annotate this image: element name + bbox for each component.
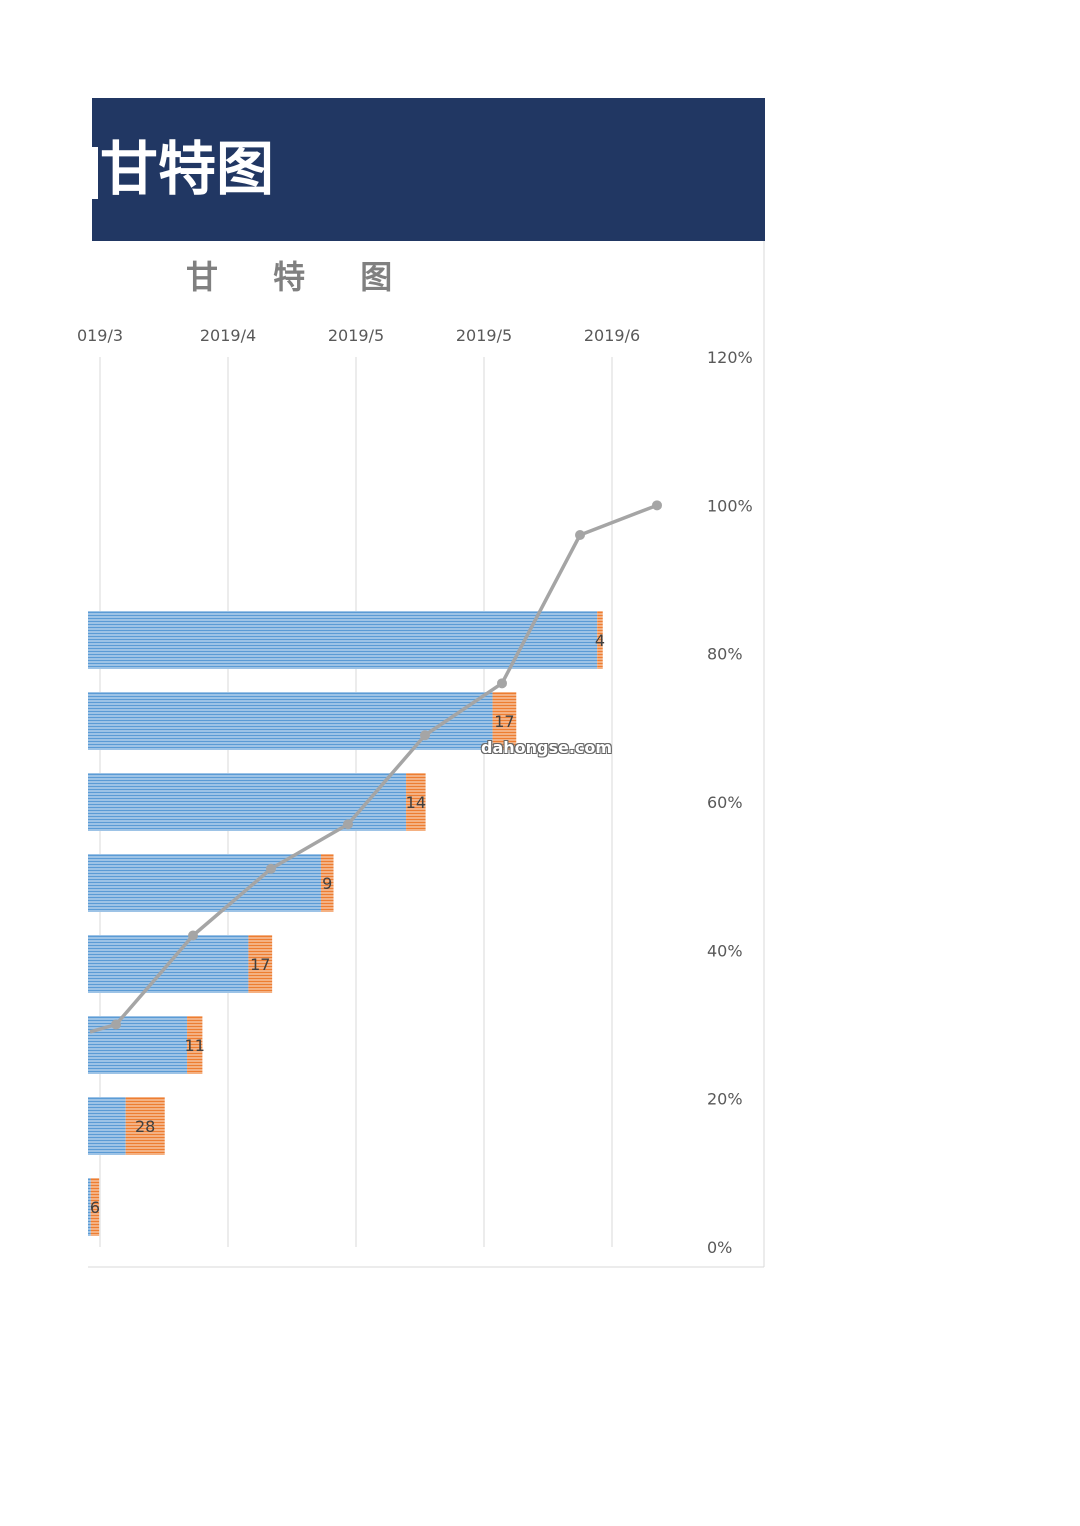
header-banner: 甘特图 bbox=[92, 98, 765, 241]
bar-data-label: 11 bbox=[185, 1036, 205, 1055]
x-tick-label: 019/3 bbox=[77, 326, 123, 345]
watermark: dahongse.com bbox=[481, 738, 613, 757]
bar-data-label: 6 bbox=[90, 1198, 100, 1217]
x-tick-label: 2019/5 bbox=[456, 326, 512, 345]
progress-point bbox=[420, 730, 430, 741]
bar-duration bbox=[492, 692, 517, 750]
bar-data-label: 17 bbox=[250, 955, 270, 974]
bar-offset bbox=[88, 611, 598, 669]
banner-title: 甘特图 bbox=[92, 98, 274, 241]
progress-point bbox=[575, 530, 585, 540]
banner-title-text: 甘特图 bbox=[100, 135, 275, 203]
progress-point bbox=[266, 863, 276, 874]
y2-tick-label: 40% bbox=[707, 941, 743, 960]
bar-offset bbox=[88, 692, 493, 750]
y2-tick-label: 80% bbox=[707, 645, 743, 664]
progress-point bbox=[497, 678, 507, 689]
progress-point bbox=[111, 1019, 121, 1030]
chart-title: 甘 特 图 bbox=[186, 258, 415, 296]
bar-duration bbox=[597, 611, 603, 669]
x-tick-label: 2019/4 bbox=[200, 326, 256, 345]
x-tick-label: 2019/5 bbox=[328, 326, 384, 345]
progress-point bbox=[343, 819, 353, 830]
bar-offset bbox=[88, 773, 407, 831]
bar-offset bbox=[88, 1097, 126, 1155]
truncated-glyph bbox=[92, 146, 98, 199]
bar-offset bbox=[88, 854, 321, 912]
x-tick-label: 2019/6 bbox=[584, 326, 640, 345]
bar-data-label: 28 bbox=[135, 1117, 155, 1136]
y2-tick-label: 0% bbox=[707, 1238, 732, 1257]
bar-duration bbox=[406, 773, 426, 831]
bar-duration bbox=[125, 1097, 165, 1155]
bar-data-label: 17 bbox=[494, 712, 514, 731]
bar-data-label: 9 bbox=[322, 874, 332, 893]
bar-data-label: 14 bbox=[406, 793, 426, 812]
bar-duration bbox=[320, 854, 334, 912]
bar-duration bbox=[187, 1016, 203, 1074]
bar-offset bbox=[88, 1178, 91, 1236]
y2-tick-label: 120% bbox=[707, 348, 753, 367]
bar-offset bbox=[88, 1016, 188, 1074]
progress-point bbox=[652, 500, 662, 511]
y2-tick-label: 20% bbox=[707, 1090, 743, 1109]
bar-data-label: 4 bbox=[595, 631, 605, 650]
y2-tick-label: 100% bbox=[707, 496, 753, 515]
progress-point bbox=[188, 930, 198, 941]
bar-duration bbox=[248, 935, 273, 993]
bar-duration bbox=[90, 1178, 100, 1236]
y2-tick-label: 60% bbox=[707, 793, 743, 812]
